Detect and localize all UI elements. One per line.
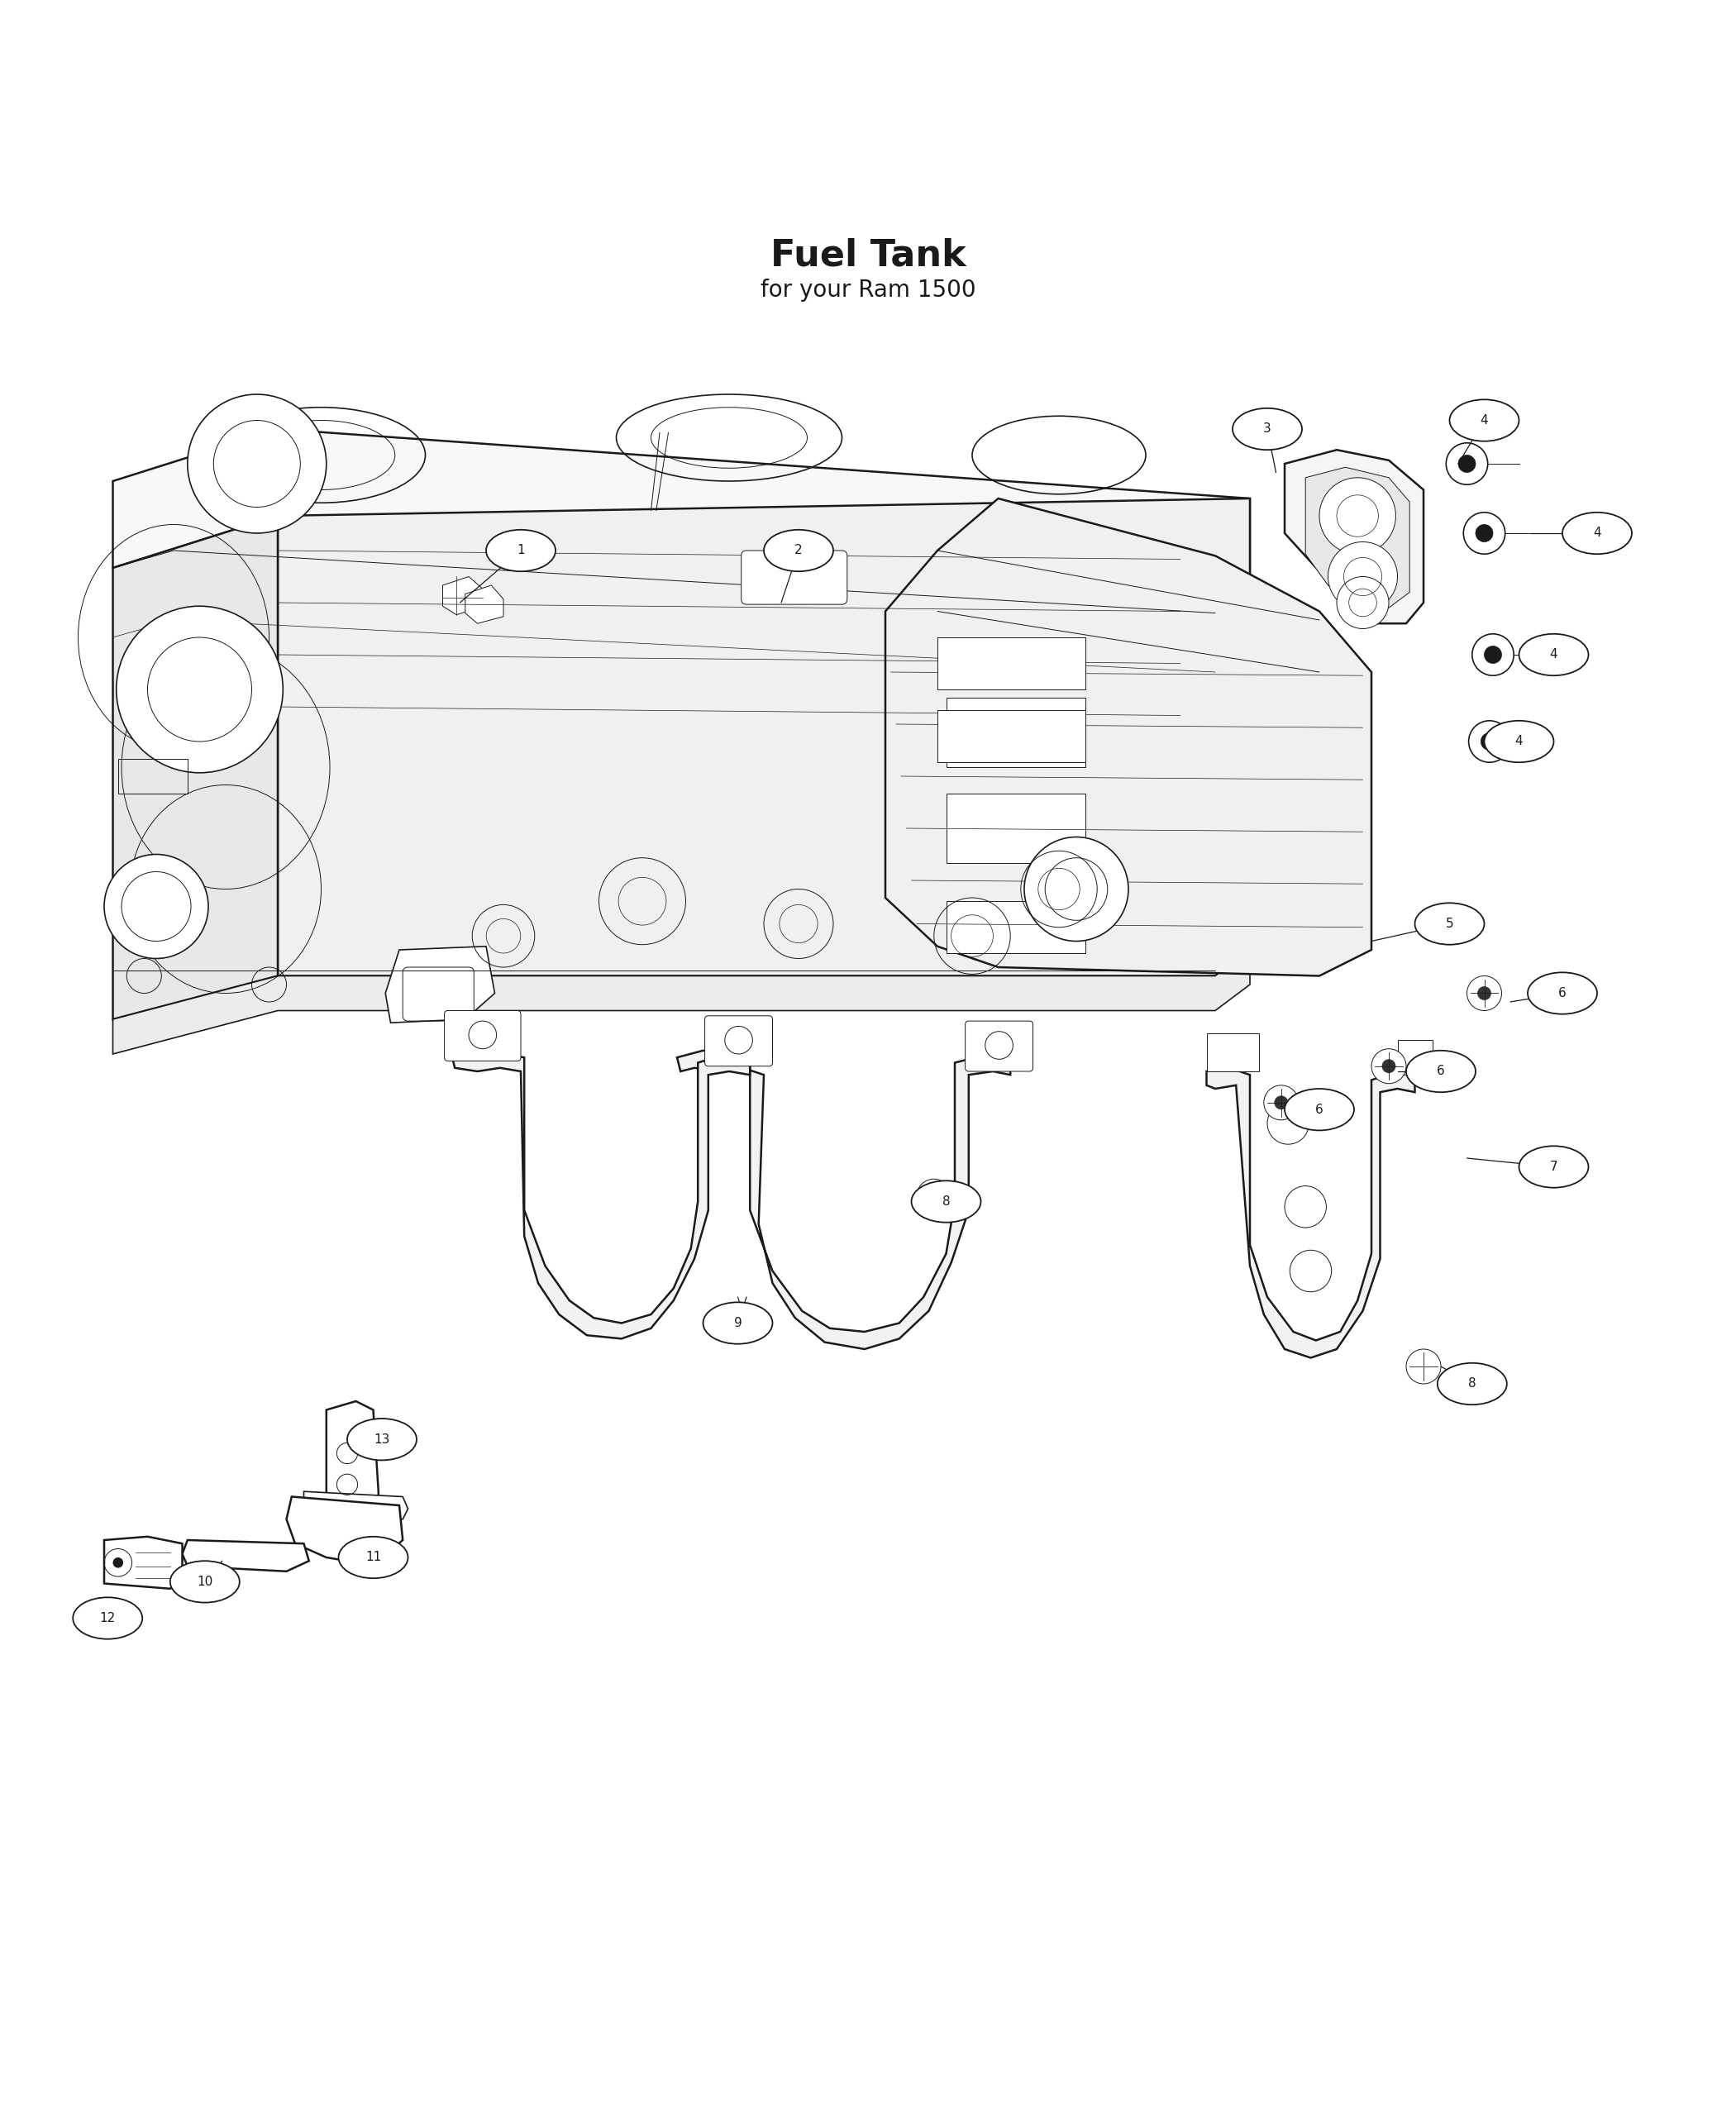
FancyBboxPatch shape [444, 1010, 521, 1060]
Circle shape [1267, 1102, 1309, 1145]
Text: Fuel Tank: Fuel Tank [771, 238, 965, 274]
Polygon shape [278, 497, 1250, 976]
Circle shape [113, 1558, 123, 1568]
Ellipse shape [1437, 1364, 1507, 1404]
Circle shape [116, 607, 283, 774]
Circle shape [1477, 987, 1491, 999]
Text: 4: 4 [1516, 736, 1522, 748]
Circle shape [1274, 1096, 1288, 1109]
Bar [946, 793, 1085, 862]
Polygon shape [304, 1492, 408, 1520]
Ellipse shape [1415, 902, 1484, 944]
Bar [1397, 1039, 1432, 1075]
Polygon shape [113, 430, 1250, 586]
Bar [118, 759, 187, 793]
Text: 5: 5 [1446, 917, 1453, 930]
Ellipse shape [1406, 1050, 1476, 1092]
Text: 8: 8 [1469, 1379, 1476, 1389]
Ellipse shape [703, 1303, 773, 1345]
Circle shape [1371, 1050, 1406, 1084]
Circle shape [1472, 635, 1514, 675]
Circle shape [1264, 1086, 1299, 1119]
Polygon shape [677, 1050, 1010, 1349]
Circle shape [1458, 455, 1476, 472]
Text: 4: 4 [1481, 413, 1488, 426]
Ellipse shape [1233, 409, 1302, 449]
Bar [937, 637, 1085, 689]
Ellipse shape [1528, 972, 1597, 1014]
Text: 8: 8 [943, 1195, 950, 1208]
Text: 6: 6 [1316, 1102, 1323, 1115]
Ellipse shape [764, 529, 833, 571]
Text: 6: 6 [1559, 987, 1566, 999]
Text: for your Ram 1500: for your Ram 1500 [760, 278, 976, 301]
Bar [946, 902, 1085, 953]
Circle shape [187, 394, 326, 533]
Ellipse shape [170, 1560, 240, 1602]
Bar [946, 698, 1085, 767]
Text: 6: 6 [1437, 1065, 1444, 1077]
Ellipse shape [1484, 721, 1554, 763]
Ellipse shape [1562, 512, 1632, 554]
Text: 13: 13 [373, 1433, 391, 1446]
Text: 2: 2 [795, 544, 802, 557]
Circle shape [1463, 512, 1505, 554]
Circle shape [1319, 479, 1396, 554]
Circle shape [1382, 1058, 1396, 1073]
Polygon shape [1207, 1069, 1415, 1358]
Text: 11: 11 [365, 1551, 382, 1564]
Polygon shape [465, 586, 503, 624]
Circle shape [1337, 578, 1389, 628]
Circle shape [1467, 976, 1502, 1010]
Ellipse shape [1450, 401, 1519, 441]
Circle shape [917, 1178, 951, 1214]
Polygon shape [326, 1402, 378, 1522]
Circle shape [104, 854, 208, 959]
Circle shape [1024, 837, 1128, 940]
Polygon shape [885, 497, 1371, 976]
Circle shape [1481, 734, 1498, 750]
Circle shape [1469, 721, 1510, 763]
Ellipse shape [1519, 635, 1588, 675]
Circle shape [1446, 443, 1488, 485]
Polygon shape [286, 1497, 403, 1560]
Polygon shape [451, 1050, 750, 1339]
Circle shape [1290, 1250, 1332, 1292]
Ellipse shape [911, 1180, 981, 1223]
FancyBboxPatch shape [741, 550, 847, 605]
Polygon shape [443, 578, 483, 616]
Bar [937, 710, 1085, 763]
Text: 4: 4 [1594, 527, 1601, 540]
Polygon shape [385, 946, 495, 1022]
Circle shape [1484, 645, 1502, 664]
FancyBboxPatch shape [965, 1020, 1033, 1071]
Polygon shape [113, 951, 1250, 1054]
Circle shape [1328, 542, 1397, 611]
Text: 10: 10 [196, 1575, 214, 1587]
Polygon shape [104, 1537, 182, 1589]
Polygon shape [113, 516, 278, 1020]
Polygon shape [182, 1541, 309, 1570]
Ellipse shape [486, 529, 556, 571]
Ellipse shape [1519, 1147, 1588, 1187]
Text: 12: 12 [99, 1613, 116, 1625]
Text: 3: 3 [1264, 424, 1271, 434]
Bar [1207, 1033, 1259, 1071]
Text: 4: 4 [1550, 649, 1557, 662]
Ellipse shape [73, 1598, 142, 1640]
Text: 7: 7 [1550, 1162, 1557, 1172]
Circle shape [1476, 525, 1493, 542]
Text: 9: 9 [734, 1318, 741, 1330]
Polygon shape [1285, 449, 1424, 624]
Ellipse shape [347, 1419, 417, 1461]
Circle shape [1285, 1187, 1326, 1227]
Polygon shape [1305, 468, 1410, 607]
FancyBboxPatch shape [705, 1016, 773, 1067]
Text: 1: 1 [517, 544, 524, 557]
Circle shape [1406, 1349, 1441, 1383]
Ellipse shape [1285, 1088, 1354, 1130]
Ellipse shape [339, 1537, 408, 1579]
